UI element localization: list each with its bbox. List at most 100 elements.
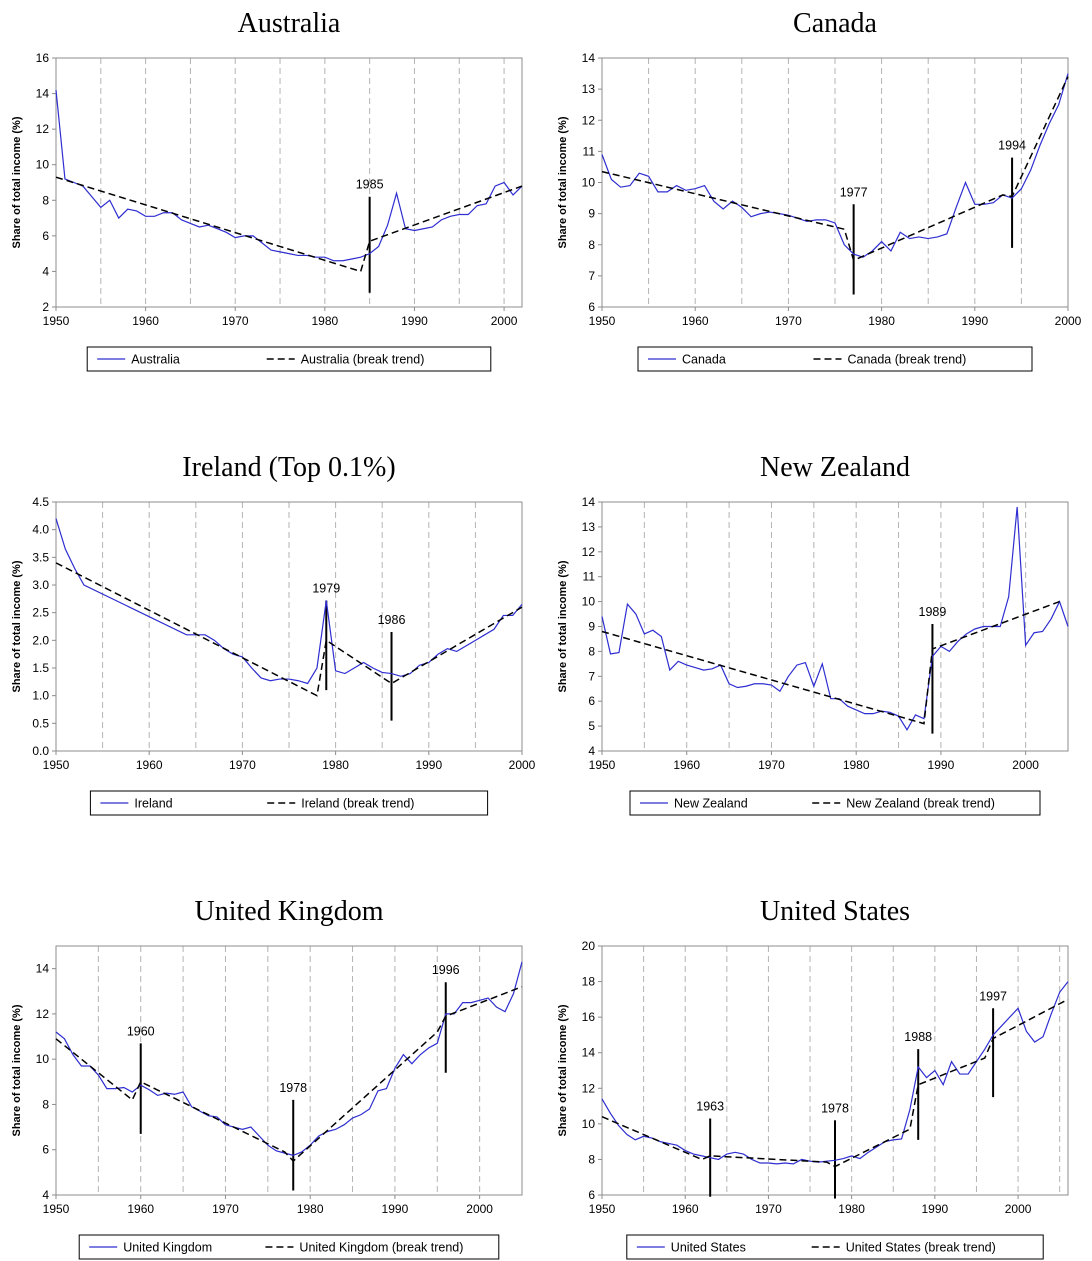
break-label: 1979 bbox=[312, 581, 340, 595]
y-tick-label: 10 bbox=[36, 158, 50, 172]
y-tick-label: 14 bbox=[36, 962, 50, 976]
x-tick-label: 1970 bbox=[758, 758, 785, 772]
x-tick-label: 1970 bbox=[222, 314, 249, 328]
x-tick-label: 1970 bbox=[775, 314, 802, 328]
y-tick-label: 1.5 bbox=[32, 661, 49, 675]
x-tick-label: 1990 bbox=[922, 1202, 949, 1216]
x-tick-label: 1950 bbox=[43, 758, 70, 772]
y-tick-label: 2 bbox=[42, 300, 49, 314]
y-tick-label: 14 bbox=[582, 1046, 596, 1060]
x-tick-label: 1980 bbox=[838, 1202, 865, 1216]
x-tick-label: 2000 bbox=[466, 1202, 493, 1216]
x-tick-label: 1950 bbox=[43, 1202, 70, 1216]
y-tick-label: 9 bbox=[588, 620, 595, 634]
break-label: 1994 bbox=[998, 139, 1026, 153]
y-tick-label: 12 bbox=[36, 122, 50, 136]
break-label: 1997 bbox=[979, 989, 1007, 1003]
series-line bbox=[601, 506, 1069, 732]
series-line bbox=[601, 981, 1069, 1165]
x-tick-label: 1950 bbox=[589, 314, 616, 328]
y-tick-label: 7 bbox=[588, 669, 595, 683]
x-tick-label: 1990 bbox=[401, 314, 428, 328]
x-tick-label: 1990 bbox=[415, 758, 442, 772]
y-tick-label: 4.5 bbox=[32, 495, 49, 509]
series-line bbox=[601, 998, 1069, 1168]
chart-title: New Zealand bbox=[760, 452, 910, 483]
y-tick-label: 8 bbox=[42, 193, 49, 207]
series-line bbox=[601, 600, 1060, 725]
y-tick-label: 11 bbox=[583, 144, 596, 158]
legend-label: Canada (break trend) bbox=[847, 353, 966, 367]
y-tick-label: 6 bbox=[42, 229, 49, 243]
x-tick-label: 1980 bbox=[322, 758, 349, 772]
x-tick-label: 1990 bbox=[382, 1202, 409, 1216]
series-line bbox=[55, 562, 523, 697]
y-tick-label: 8 bbox=[588, 1152, 595, 1166]
legend-label: Ireland (break trend) bbox=[301, 797, 414, 811]
y-tick-label: 8 bbox=[588, 238, 595, 252]
y-tick-label: 10 bbox=[582, 595, 596, 609]
y-tick-label: 16 bbox=[36, 51, 50, 65]
break-label: 1988 bbox=[904, 1030, 932, 1044]
y-tick-label: 12 bbox=[582, 113, 596, 127]
x-tick-label: 2000 bbox=[491, 314, 518, 328]
y-tick-label: 4 bbox=[42, 1188, 49, 1202]
y-axis-label: Share of total income (%) bbox=[557, 560, 569, 692]
legend-label: New Zealand bbox=[674, 797, 748, 811]
y-tick-label: 7 bbox=[588, 269, 595, 283]
y-tick-label: 14 bbox=[36, 87, 50, 101]
x-tick-label: 1970 bbox=[212, 1202, 239, 1216]
x-tick-label: 1980 bbox=[843, 758, 870, 772]
y-tick-label: 13 bbox=[582, 82, 596, 96]
y-tick-label: 6 bbox=[588, 1188, 595, 1202]
plot-frame bbox=[55, 945, 523, 1196]
x-tick-label: 1960 bbox=[132, 314, 159, 328]
x-tick-label: 1960 bbox=[672, 1202, 699, 1216]
legend-label: New Zealand (break trend) bbox=[846, 797, 995, 811]
x-tick-label: 1950 bbox=[589, 1202, 616, 1216]
legend-box bbox=[89, 790, 489, 816]
y-tick-label: 14 bbox=[582, 51, 596, 65]
legend-label: United Kingdom (break trend) bbox=[299, 1241, 463, 1255]
x-tick-label: 1980 bbox=[297, 1202, 324, 1216]
chart-title: United Kingdom bbox=[195, 896, 384, 927]
y-tick-label: 20 bbox=[582, 939, 596, 953]
y-tick-label: 0.5 bbox=[32, 716, 49, 730]
y-tick-label: 6 bbox=[588, 300, 595, 314]
break-label: 1978 bbox=[279, 1081, 307, 1095]
y-tick-label: 9 bbox=[588, 207, 595, 221]
y-axis-label: Share of total income (%) bbox=[11, 560, 23, 692]
x-tick-label: 1960 bbox=[673, 758, 700, 772]
y-tick-label: 8 bbox=[588, 644, 595, 658]
series-line bbox=[55, 961, 523, 1157]
legend-label: Ireland bbox=[134, 797, 172, 811]
series-line bbox=[55, 986, 523, 1163]
x-tick-label: 2000 bbox=[509, 758, 536, 772]
y-tick-label: 10 bbox=[582, 176, 596, 190]
y-tick-label: 0.0 bbox=[32, 744, 49, 758]
x-tick-label: 1990 bbox=[928, 758, 955, 772]
y-tick-label: 12 bbox=[36, 1007, 50, 1021]
series-line bbox=[55, 89, 523, 262]
y-tick-label: 16 bbox=[582, 1010, 596, 1024]
break-label: 1978 bbox=[821, 1101, 849, 1115]
x-tick-label: 2000 bbox=[1055, 314, 1082, 328]
y-tick-label: 1.0 bbox=[32, 689, 49, 703]
x-tick-label: 1960 bbox=[136, 758, 163, 772]
y-axis-label: Share of total income (%) bbox=[11, 1004, 23, 1136]
x-tick-label: 1980 bbox=[311, 314, 338, 328]
y-tick-label: 3.0 bbox=[32, 578, 49, 592]
series-line bbox=[601, 73, 1069, 258]
y-tick-label: 4.0 bbox=[32, 523, 49, 537]
legend-label: United Kingdom bbox=[123, 1241, 212, 1255]
y-axis-label: Share of total income (%) bbox=[557, 116, 569, 248]
y-tick-label: 14 bbox=[582, 495, 596, 509]
plot-frame bbox=[55, 501, 523, 752]
y-tick-label: 3.5 bbox=[32, 550, 49, 564]
y-tick-label: 4 bbox=[42, 264, 49, 278]
break-label: 1977 bbox=[840, 185, 868, 199]
break-label: 1996 bbox=[432, 963, 460, 977]
x-tick-label: 1960 bbox=[127, 1202, 154, 1216]
plot-frame bbox=[55, 57, 523, 308]
